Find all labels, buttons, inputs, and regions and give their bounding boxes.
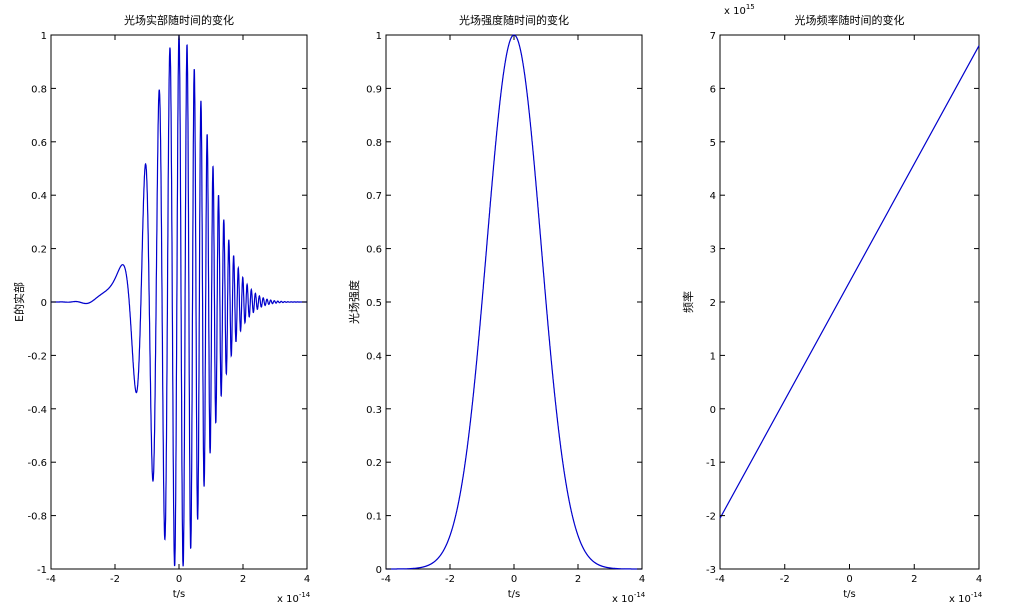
x-tick-label: 4 xyxy=(976,574,982,585)
y-axis-label: 频率 xyxy=(681,291,695,313)
subplot-1: -4 -2 0 2 4 -1 -0.8 -0.6 -0.4 -0.2 0 0.2 0.4 0.6 0.8 1 光… xyxy=(12,13,311,605)
x-tick-label: 4 xyxy=(304,574,310,585)
x-exponent: -14 xyxy=(634,591,646,599)
x-axis-label: t/s xyxy=(173,589,186,600)
chart-title: 光场频率随时间的变化 xyxy=(795,13,905,27)
x-tick-label: 2 xyxy=(240,574,246,585)
y-tick-label: 2 xyxy=(710,298,716,309)
y-tick-label: 7 xyxy=(710,31,716,42)
y-tick-label: 0 xyxy=(710,405,716,416)
y-tick-label: 3 xyxy=(710,245,716,256)
x-exponent: -14 xyxy=(299,591,311,599)
series-line xyxy=(719,45,980,519)
y-tick-label: 1 xyxy=(376,31,382,42)
y-tick-label: -3 xyxy=(706,565,716,576)
x-tick-label: 0 xyxy=(176,574,182,585)
x-multiplier: x 10-14 xyxy=(612,591,646,605)
y-tick-label: 4 xyxy=(710,191,716,202)
x-tick-label: 4 xyxy=(639,574,645,585)
y-tick-label: 0.2 xyxy=(366,458,382,469)
x-axis-label: t/s xyxy=(508,589,521,600)
subplot-3: -4 -2 0 2 4 -3 -2 -1 0 1 2 3 4 5 6 7 光场频率随时间的变化 t/s 频率 x 10… xyxy=(681,3,983,605)
y-exponent: 15 xyxy=(746,3,755,11)
y-axis-label: E的实部 xyxy=(12,282,26,322)
x-tick-label: -2 xyxy=(110,574,120,585)
y-tick-label: 0.4 xyxy=(366,351,382,362)
y-tick-label: 1 xyxy=(710,351,716,362)
chart-title: 光场实部随时间的变化 xyxy=(124,13,234,27)
x-multiplier: x 10-14 xyxy=(277,591,311,605)
y-tick-label: -2 xyxy=(706,512,716,523)
x-tick-label: -4 xyxy=(715,574,725,585)
subplot-2: -4 -2 0 2 4 0 0.1 0.2 0.3 0.4 0.5 0.6 0.7 0.8 0.9 1 光场强度… xyxy=(347,13,646,605)
axes-box xyxy=(719,34,980,570)
y-tick-label: 0.9 xyxy=(366,84,382,95)
y-tick-label: -0.6 xyxy=(27,458,47,469)
y-tick-label: -0.4 xyxy=(27,405,47,416)
x-tick-label: 0 xyxy=(846,574,852,585)
x-exponent: -14 xyxy=(971,591,983,599)
x-multiplier: x 10-14 xyxy=(949,591,983,605)
y-tick-label: 5 xyxy=(710,138,716,149)
y-tick-label: 0.6 xyxy=(31,138,47,149)
x-tick-label: 0 xyxy=(511,574,517,585)
x-tick-label: -4 xyxy=(46,574,56,585)
y-tick-label: 0.8 xyxy=(31,84,47,95)
y-multiplier: x 1015 xyxy=(724,3,755,17)
y-tick-label: 0.2 xyxy=(31,245,47,256)
y-tick-label: 0.5 xyxy=(366,298,382,309)
x-tick-label: -2 xyxy=(780,574,790,585)
y-tick-label: 0.1 xyxy=(366,512,382,523)
axes-box xyxy=(385,34,643,570)
y-tick-label: 6 xyxy=(710,84,716,95)
y-tick-label: 0 xyxy=(41,298,47,309)
y-tick-label: -0.2 xyxy=(27,351,47,362)
y-tick-label: 1 xyxy=(41,31,47,42)
y-tick-label: 0.7 xyxy=(366,191,382,202)
y-tick-label: 0.6 xyxy=(366,245,382,256)
y-tick-label: -0.8 xyxy=(27,512,47,523)
x-tick-label: 2 xyxy=(911,574,917,585)
x-axis-label: t/s xyxy=(843,589,856,600)
y-tick-label: 0.3 xyxy=(366,405,382,416)
y-tick-label: -1 xyxy=(37,565,47,576)
chart-title: 光场强度随时间的变化 xyxy=(459,13,569,27)
y-tick-label: 0.8 xyxy=(366,138,382,149)
y-tick-label: -1 xyxy=(706,458,716,469)
y-tick-label: 0.4 xyxy=(31,191,47,202)
x-tick-label: -2 xyxy=(445,574,455,585)
x-tick-label: -4 xyxy=(381,574,391,585)
y-tick-label: 0 xyxy=(376,565,382,576)
x-tick-label: 2 xyxy=(575,574,581,585)
y-axis-label: 光场强度 xyxy=(347,280,361,324)
